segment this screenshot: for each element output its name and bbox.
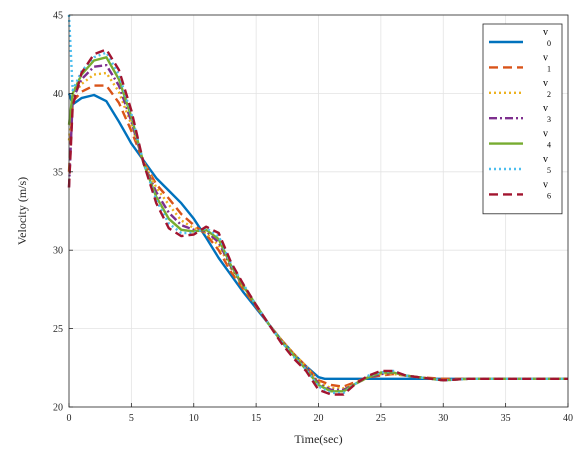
x-tick-label: 15 <box>251 413 261 424</box>
series-line-v6 <box>67 48 568 396</box>
legend-label-subscript: 3 <box>547 115 551 124</box>
x-tick-label: 5 <box>129 413 134 424</box>
x-tick-label: 10 <box>189 413 199 424</box>
y-tick-label: 30 <box>53 246 63 257</box>
x-tick-label: 20 <box>314 413 324 424</box>
x-axis-ticks: 0 5 10 15 20 25 30 35 40 <box>67 403 573 424</box>
series-line-v3 <box>67 64 568 391</box>
y-axis-ticks: 20 25 30 35 40 45 <box>53 11 73 414</box>
legend-label: v <box>543 129 548 140</box>
legend-label-subscript: 1 <box>547 64 551 73</box>
y-tick-label: 45 <box>53 11 63 22</box>
legend-label: v <box>543 52 548 63</box>
legend-label: v <box>543 103 548 114</box>
series-line-v0 <box>67 93 568 380</box>
x-tick-label: 25 <box>376 413 386 424</box>
y-tick-label: 25 <box>53 324 63 335</box>
y-axis-label: Velocity (m/s) <box>15 177 29 245</box>
y-tick-label: 35 <box>53 167 63 178</box>
x-tick-label: 40 <box>563 413 573 424</box>
legend-label: v <box>543 154 548 165</box>
x-tick-label: 30 <box>438 413 448 424</box>
series-lines <box>67 14 568 396</box>
legend-label: v <box>543 27 548 38</box>
legend-label-subscript: 0 <box>547 39 551 48</box>
legend-label-subscript: 5 <box>547 166 551 175</box>
y-tick-label: 20 <box>53 403 63 414</box>
legend-label-subscript: 2 <box>547 90 551 99</box>
x-axis-label: Time(sec) <box>294 432 342 446</box>
x-tick-label: 0 <box>67 413 72 424</box>
y-tick-label: 40 <box>53 89 63 100</box>
x-tick-label: 35 <box>501 413 511 424</box>
legend-label: v <box>543 78 548 89</box>
legend-label-subscript: 6 <box>547 191 551 200</box>
legend-label-subscript: 4 <box>547 141 551 150</box>
legend-label: v <box>543 179 548 190</box>
